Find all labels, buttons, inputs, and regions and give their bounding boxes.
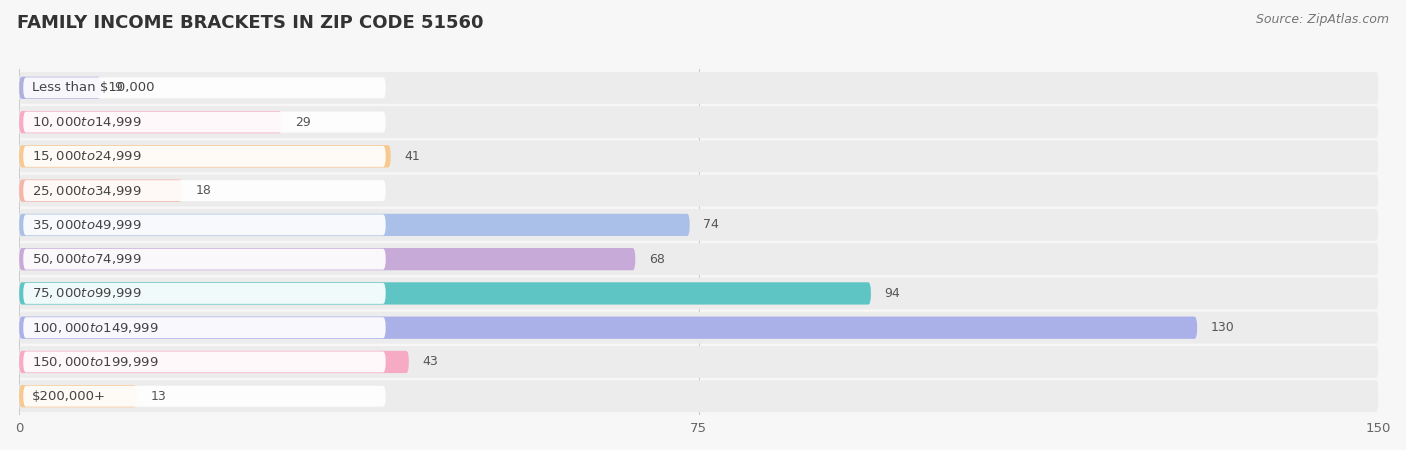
FancyBboxPatch shape (24, 112, 385, 133)
FancyBboxPatch shape (20, 380, 1378, 412)
FancyBboxPatch shape (20, 72, 1378, 104)
FancyBboxPatch shape (20, 76, 101, 99)
Text: $35,000 to $49,999: $35,000 to $49,999 (32, 218, 142, 232)
Text: 9: 9 (114, 81, 122, 94)
FancyBboxPatch shape (20, 180, 183, 202)
Text: 68: 68 (650, 252, 665, 266)
FancyBboxPatch shape (20, 106, 1378, 138)
FancyBboxPatch shape (20, 351, 409, 373)
Text: 29: 29 (295, 116, 311, 129)
FancyBboxPatch shape (24, 317, 385, 338)
Text: $150,000 to $199,999: $150,000 to $199,999 (32, 355, 159, 369)
FancyBboxPatch shape (20, 214, 690, 236)
FancyBboxPatch shape (20, 175, 1378, 207)
Text: $50,000 to $74,999: $50,000 to $74,999 (32, 252, 142, 266)
Text: $25,000 to $34,999: $25,000 to $34,999 (32, 184, 142, 198)
Text: $10,000 to $14,999: $10,000 to $14,999 (32, 115, 142, 129)
Text: $75,000 to $99,999: $75,000 to $99,999 (32, 286, 142, 301)
Text: $15,000 to $24,999: $15,000 to $24,999 (32, 149, 142, 163)
Text: 94: 94 (884, 287, 900, 300)
Text: 43: 43 (422, 356, 439, 369)
FancyBboxPatch shape (20, 278, 1378, 309)
Text: $100,000 to $149,999: $100,000 to $149,999 (32, 321, 159, 335)
FancyBboxPatch shape (20, 312, 1378, 344)
FancyBboxPatch shape (20, 346, 1378, 378)
FancyBboxPatch shape (20, 209, 1378, 241)
Text: 74: 74 (703, 218, 718, 231)
Text: Less than $10,000: Less than $10,000 (32, 81, 155, 94)
FancyBboxPatch shape (24, 351, 385, 373)
FancyBboxPatch shape (24, 249, 385, 270)
Text: 41: 41 (405, 150, 420, 163)
FancyBboxPatch shape (20, 282, 870, 305)
FancyBboxPatch shape (24, 146, 385, 167)
FancyBboxPatch shape (24, 180, 385, 201)
Text: $200,000+: $200,000+ (32, 390, 107, 403)
Text: Source: ZipAtlas.com: Source: ZipAtlas.com (1256, 14, 1389, 27)
FancyBboxPatch shape (20, 385, 136, 407)
FancyBboxPatch shape (20, 316, 1197, 339)
FancyBboxPatch shape (20, 140, 1378, 172)
FancyBboxPatch shape (24, 283, 385, 304)
Text: 13: 13 (150, 390, 166, 403)
FancyBboxPatch shape (24, 215, 385, 235)
FancyBboxPatch shape (20, 243, 1378, 275)
FancyBboxPatch shape (20, 111, 283, 133)
Text: 18: 18 (195, 184, 212, 197)
FancyBboxPatch shape (24, 386, 385, 407)
Text: 130: 130 (1211, 321, 1234, 334)
FancyBboxPatch shape (24, 77, 385, 98)
FancyBboxPatch shape (20, 248, 636, 270)
FancyBboxPatch shape (20, 145, 391, 167)
Text: FAMILY INCOME BRACKETS IN ZIP CODE 51560: FAMILY INCOME BRACKETS IN ZIP CODE 51560 (17, 14, 484, 32)
